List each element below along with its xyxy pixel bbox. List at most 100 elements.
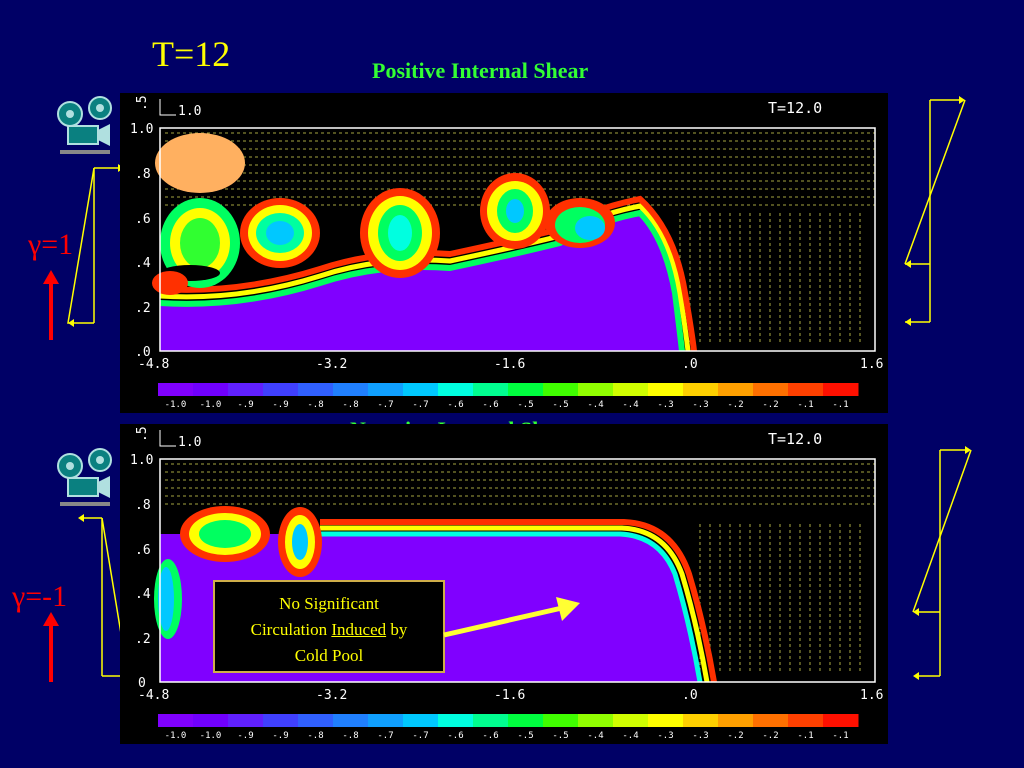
colorbar-label: -1.0: [200, 731, 222, 741]
colorbar-swatch: [403, 714, 439, 727]
colorbar-swatch: [438, 714, 474, 727]
colorbar-swatch: [228, 383, 264, 396]
svg-text:1.0: 1.0: [178, 435, 201, 450]
slide-title: T=12: [152, 34, 231, 74]
colorbar-label: -.1: [832, 731, 848, 741]
eddies: [152, 133, 615, 295]
colorbar-swatch: [298, 714, 334, 727]
colorbar-label: -.1: [797, 731, 813, 741]
colorbar-swatch: [683, 383, 719, 396]
colorbar-label: -.8: [307, 400, 323, 410]
annotation-line-1: No Significant: [279, 594, 379, 613]
x-tick-label: -1.6: [494, 357, 525, 372]
colorbar-swatch: [333, 714, 369, 727]
up-arrow-icon: [43, 612, 59, 682]
svg-text:1.0: 1.0: [178, 104, 201, 119]
colorbar-swatch: [543, 714, 579, 727]
colorbar-swatch: [193, 714, 229, 727]
y-tick-label: .8: [135, 167, 151, 182]
y-tick-label: 0: [138, 676, 146, 691]
colorbar: -1.0 -1.0 -.9 -.9 -.8 -.8 -.7 -.7 -.6 -.6 -.5 -.5 -.…: [158, 383, 859, 410]
colorbar-label: -.2: [762, 400, 778, 410]
colorbar-swatch: [823, 383, 859, 396]
colorbar-label: -.7: [412, 731, 428, 741]
colorbar-label: -.5: [517, 731, 533, 741]
colorbar-label: -.5: [517, 400, 533, 410]
colorbar-swatch: [823, 714, 859, 727]
colorbar-label: -.1: [832, 400, 848, 410]
colorbar-label: -.6: [447, 400, 463, 410]
y-tick-label: .4: [135, 587, 151, 602]
colorbar: -1.0 -1.0 -.9 -.9 -.8 -.8 -.7 -.7 -.6 -.6 -.5 -.5 -.…: [158, 714, 859, 741]
colorbar-label: -.9: [272, 731, 288, 741]
colorbar-label: -.7: [377, 731, 393, 741]
x-tick-label: .0: [682, 357, 698, 372]
colorbar-swatch: [508, 714, 544, 727]
colorbar-label: -.1: [797, 400, 813, 410]
annotation-line-2: Circulation Induced by: [250, 620, 408, 639]
panel-title-positive: Positive Internal Shear: [372, 58, 589, 83]
time-label: T=12.0: [768, 99, 822, 117]
svg-text:.5: .5: [135, 95, 150, 111]
colorbar-swatch: [543, 383, 579, 396]
y-tick-label: .0: [135, 345, 151, 360]
colorbar-swatch: [368, 714, 404, 727]
y-tick-label: .2: [135, 301, 151, 316]
x-tick-label: -4.8: [138, 688, 169, 703]
colorbar-label: -.6: [482, 400, 498, 410]
colorbar-label: -1.0: [165, 400, 187, 410]
colorbar-label: -.3: [692, 731, 708, 741]
colorbar-label: -.2: [762, 731, 778, 741]
colorbar-swatch: [403, 383, 439, 396]
velocity-profile-right-top: [904, 96, 966, 326]
vector-field: [165, 463, 875, 674]
colorbar-label: -.3: [657, 731, 673, 741]
colorbar-swatch: [158, 383, 194, 396]
y-tick-label: 1.0: [130, 453, 153, 468]
colorbar-label: -.5: [552, 731, 568, 741]
projector-icon[interactable]: [54, 448, 116, 510]
x-tick-label: -3.2: [316, 357, 347, 372]
gamma-label-positive: γ=1: [28, 228, 74, 261]
colorbar-swatch: [613, 383, 649, 396]
projector-icon[interactable]: [54, 96, 116, 158]
colorbar-swatch: [298, 383, 334, 396]
colorbar-label: -.2: [727, 731, 743, 741]
colorbar-swatch: [788, 714, 824, 727]
pointer-arrow-icon: [443, 597, 580, 638]
y-tick-label: .8: [135, 498, 151, 513]
colorbar-label: -.4: [622, 731, 638, 741]
colorbar-swatch: [788, 383, 824, 396]
velocity-profile-right-bottom: [912, 446, 972, 680]
colorbar-swatch: [718, 383, 754, 396]
plot-panel-positive: 1.0 .8 .6 .4 .2 .0 -4.8 -3.2 -1.6 .0 1.6…: [120, 93, 888, 413]
colorbar-swatch: [438, 383, 474, 396]
colorbar-label: -.2: [727, 400, 743, 410]
y-tick-label: .2: [135, 632, 151, 647]
colorbar-label: -.7: [412, 400, 428, 410]
colorbar-swatch: [508, 383, 544, 396]
colorbar-swatch: [648, 714, 684, 727]
colorbar-swatch: [753, 714, 789, 727]
svg-text:.5: .5: [135, 426, 150, 442]
colorbar-label: -.4: [587, 400, 603, 410]
colorbar-swatch: [473, 714, 509, 727]
colorbar-swatch: [158, 714, 194, 727]
colorbar-label: -.9: [237, 731, 253, 741]
annotation-line-3: Cold Pool: [294, 646, 364, 665]
time-label: T=12.0: [768, 430, 822, 448]
colorbar-label: -.3: [692, 400, 708, 410]
colorbar-label: -.6: [447, 731, 463, 741]
colorbar-swatch: [753, 383, 789, 396]
y-tick-label: .4: [135, 256, 151, 271]
colorbar-swatch: [473, 383, 509, 396]
colorbar-label: -.8: [307, 731, 323, 741]
y-tick-label: .6: [135, 212, 151, 227]
colorbar-label: -.6: [482, 731, 498, 741]
colorbar-swatch: [683, 714, 719, 727]
colorbar-label: -1.0: [200, 400, 222, 410]
colorbar-swatch: [578, 714, 614, 727]
y-tick-label: .6: [135, 543, 151, 558]
colorbar-swatch: [368, 383, 404, 396]
x-tick-label: 1.6: [860, 688, 883, 703]
